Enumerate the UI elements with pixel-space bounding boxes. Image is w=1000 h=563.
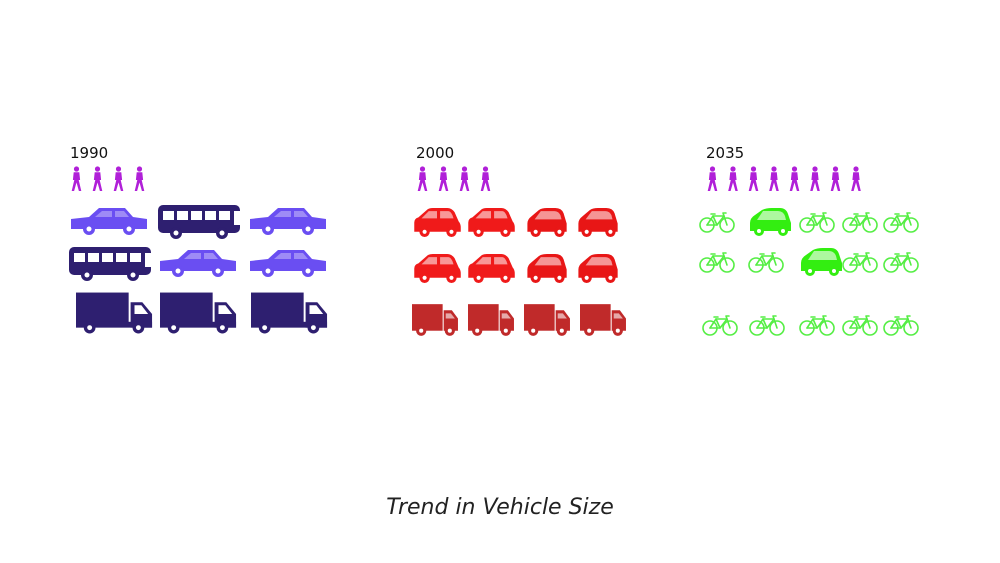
bike-icon: [749, 315, 785, 336]
car-icon: [160, 250, 236, 277]
year-label: 2035: [706, 144, 744, 162]
panel-1990: 1990: [69, 144, 328, 334]
microcar-icon: [578, 208, 618, 237]
truck-icon: [160, 292, 237, 334]
panel-2035: 2035: [699, 144, 919, 336]
person-icon: [92, 166, 103, 191]
bus-icon: [158, 205, 240, 239]
truck-icon: [251, 292, 328, 334]
microcar-icon: [527, 254, 567, 283]
microcar-icon: [527, 208, 567, 237]
van-icon: [580, 304, 626, 336]
bike-icon: [799, 212, 835, 233]
person-icon: [707, 166, 718, 191]
truck-icon: [76, 292, 153, 334]
car-icon: [250, 250, 326, 277]
person-icon: [438, 166, 449, 191]
pod-icon: [750, 208, 791, 236]
person-icon: [769, 166, 779, 191]
person-icon: [134, 166, 145, 191]
van-icon: [524, 304, 570, 336]
bike-icon: [748, 252, 784, 273]
panel-2000: 2000: [412, 144, 626, 336]
person-icon: [748, 166, 759, 191]
bike-icon: [842, 212, 878, 233]
smallcar-icon: [468, 254, 515, 283]
bike-icon: [883, 252, 919, 273]
bike-icon: [702, 315, 738, 336]
person-icon: [71, 166, 82, 191]
bike-icon: [799, 315, 835, 336]
person-icon: [810, 166, 820, 191]
bike-icon: [883, 315, 919, 336]
person-icon: [459, 166, 470, 191]
car-icon: [250, 208, 326, 235]
bike-icon: [883, 212, 919, 233]
car-icon: [71, 208, 147, 235]
smallcar-icon: [414, 254, 461, 283]
smallcar-icon: [414, 208, 461, 237]
bike-icon: [842, 252, 878, 273]
person-icon: [789, 166, 800, 191]
pod-icon: [801, 248, 842, 276]
year-label: 1990: [70, 144, 108, 162]
bus-icon: [69, 247, 151, 281]
year-label: 2000: [416, 144, 454, 162]
person-icon: [480, 166, 491, 191]
van-icon: [468, 304, 514, 336]
person-icon: [113, 166, 124, 191]
diagram-caption: Trend in Vehicle Size: [386, 495, 614, 520]
bike-icon: [699, 212, 735, 233]
person-icon: [830, 166, 841, 191]
bike-icon: [699, 252, 735, 273]
bike-icon: [842, 315, 878, 336]
van-icon: [412, 304, 458, 336]
smallcar-icon: [468, 208, 515, 237]
person-icon: [417, 166, 428, 191]
person-icon: [728, 166, 738, 191]
person-icon: [851, 166, 861, 191]
microcar-icon: [578, 254, 618, 283]
